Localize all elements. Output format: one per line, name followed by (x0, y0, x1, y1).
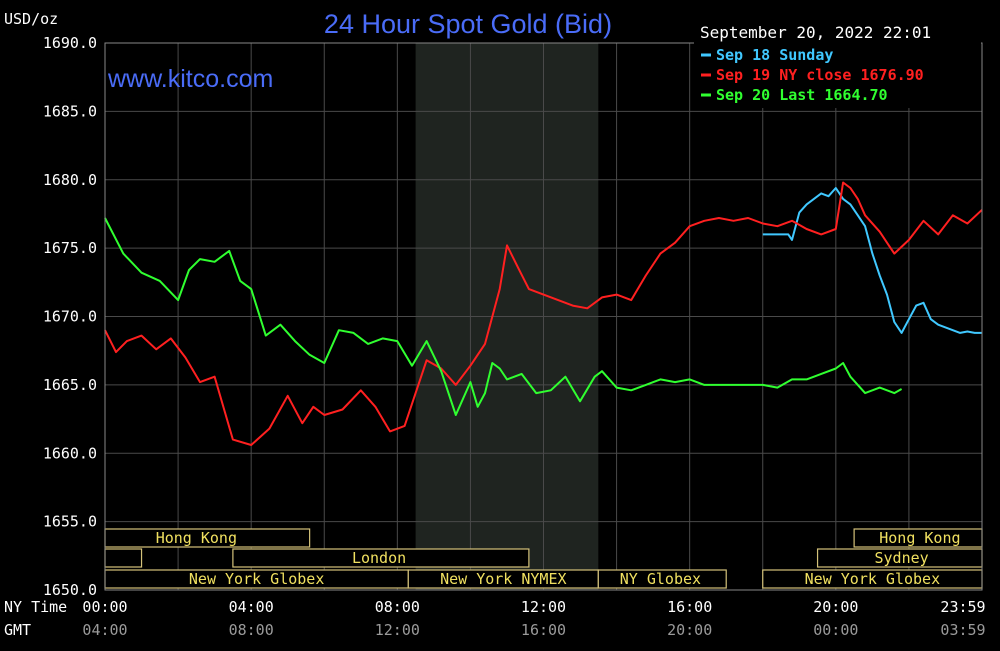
x-tick-label: 00:00 (813, 621, 858, 639)
legend: Sep 18 Sunday Sep 19 NY close 1676.90 Sep … (694, 42, 981, 108)
x-tick-label: 12:00 (521, 598, 566, 616)
session-label: Sydney (875, 549, 929, 567)
session-bar (104, 548, 143, 568)
y-tick-label: 1660.0 (43, 444, 97, 462)
x-tick-label: 20:00 (667, 621, 712, 639)
series-line (762, 187, 982, 334)
y-tick-label: 1665.0 (43, 376, 97, 394)
plot-frame (104, 42, 983, 591)
x-tick-label: 16:00 (667, 598, 712, 616)
legend-entry: Sep 18 Sunday (716, 46, 833, 64)
x-tick-label: 04:00 (82, 621, 127, 639)
session-bar (597, 569, 727, 589)
x-tick-label: 04:00 (229, 598, 274, 616)
session-bar (232, 548, 530, 568)
market-sessions: Hong Kong Hong Kong London Sydney New York G… (104, 528, 983, 589)
session-label: New York NYMEX (440, 570, 566, 588)
y-tick-label: 1670.0 (43, 308, 97, 326)
y-tick-label: 1685.0 (43, 102, 97, 120)
watermark: www.kitco.com (107, 65, 273, 93)
x-tick-label: 23:59 (940, 598, 985, 616)
series-lines (104, 181, 983, 446)
legend-entry: Sep 20 Last 1664.70 (716, 86, 888, 104)
legend-entry: Sep 19 NY close 1676.90 (716, 66, 924, 84)
x-axis-row-label: GMT (4, 621, 31, 639)
x-tick-label: 03:59 (940, 621, 985, 639)
x-tick-label: 12:00 (375, 621, 420, 639)
session-label: Hong Kong (879, 529, 960, 547)
y-tick-label: 1675.0 (43, 239, 97, 257)
session-label: New York Globex (189, 570, 324, 588)
x-tick-label: 16:00 (521, 621, 566, 639)
session-label: London (352, 549, 406, 567)
series-line (104, 217, 903, 416)
x-tick-label: 08:00 (375, 598, 420, 616)
session-label: New York Globex (805, 570, 940, 588)
x-tick-label: 20:00 (813, 598, 858, 616)
y-axis-unit: USD/oz (4, 10, 58, 28)
x-tick-label: 08:00 (229, 621, 274, 639)
x-tick-labels: NY Time 00:00 04:00 08:00 12:00 16:00 20:00 23:… (4, 598, 986, 639)
session-label: NY Globex (620, 570, 701, 588)
y-tick-label: 1655.0 (43, 513, 97, 531)
y-tick-label: 1650.0 (43, 581, 97, 599)
x-axis-row-label: NY Time (4, 598, 67, 616)
x-tick-label: 00:00 (82, 598, 127, 616)
chart-title: 24 Hour Spot Gold (Bid) (324, 9, 612, 39)
series-line (104, 181, 983, 446)
y-tick-labels: 1690.0 1685.0 1680.0 1675.0 1670.0 1665.0 1660… (43, 34, 97, 599)
y-tick-label: 1690.0 (43, 34, 97, 52)
legend-box (694, 42, 981, 108)
timestamp: September 20, 2022 22:01 (700, 23, 931, 42)
grid (104, 42, 983, 591)
session-label: Hong Kong (156, 529, 237, 547)
y-tick-label: 1680.0 (43, 171, 97, 189)
